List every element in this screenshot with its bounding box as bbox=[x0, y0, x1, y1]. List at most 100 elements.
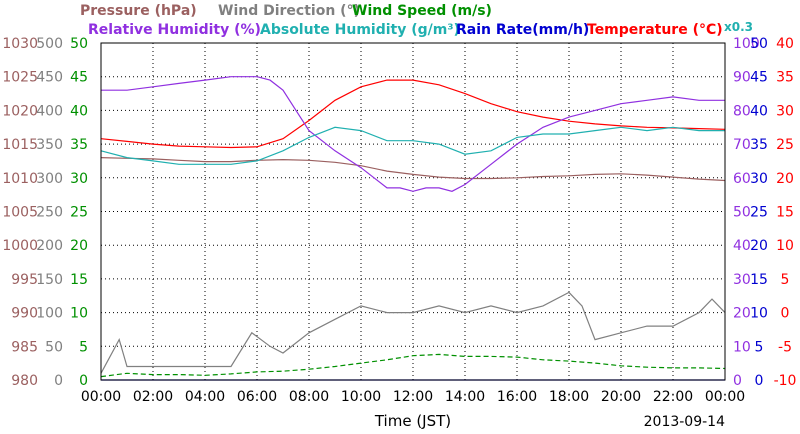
wind_dir-tick-label: 50 bbox=[45, 339, 63, 355]
wind_speed-tick-label: 15 bbox=[70, 272, 88, 288]
pressure-tick-label: 985 bbox=[11, 339, 38, 355]
chart-axes: 1030102510201015101010051000995990985980… bbox=[2, 36, 796, 405]
rain-tick-label: 25 bbox=[750, 205, 768, 221]
rh-tick-label: 50 bbox=[733, 205, 751, 221]
x-tick-label: 08:00 bbox=[289, 389, 329, 405]
pressure-series-line bbox=[100, 157, 726, 182]
rain-tick-label: 5 bbox=[755, 339, 764, 355]
ah-legend-label: Absolute Humidity (g/m³) bbox=[260, 22, 460, 38]
wind_dir-tick-label: 300 bbox=[36, 171, 63, 187]
x-tick-label: 00:00 bbox=[81, 389, 121, 405]
wind_dir-tick-label: 0 bbox=[54, 373, 63, 389]
rain-tick-label: 40 bbox=[750, 103, 768, 119]
rain-tick-label: 35 bbox=[750, 137, 768, 153]
pressure-tick-label: 990 bbox=[11, 306, 38, 322]
wind_speed-legend-label: Wind Speed (m/s) bbox=[352, 3, 492, 19]
x-tick-label: 14:00 bbox=[445, 389, 485, 405]
wind_dir-tick-label: 100 bbox=[36, 306, 63, 322]
temp-tick-label: 35 bbox=[776, 70, 794, 86]
x-tick-label: 20:00 bbox=[601, 389, 641, 405]
x-tick-label: 22:00 bbox=[653, 389, 693, 405]
rh-tick-label: 90 bbox=[733, 70, 751, 86]
pressure-tick-label: 1025 bbox=[2, 70, 38, 86]
wind_speed-tick-label: 20 bbox=[70, 238, 88, 254]
pressure-tick-label: 980 bbox=[11, 373, 38, 389]
wind_dir-legend-label: Wind Direction (°) bbox=[218, 3, 360, 19]
rain-tick-label: 0 bbox=[755, 373, 764, 389]
wind_speed-tick-label: 50 bbox=[70, 36, 88, 52]
wind_dir-tick-label: 200 bbox=[36, 238, 63, 254]
wind_dir-tick-label: 250 bbox=[36, 205, 63, 221]
pressure-legend-label: Pressure (hPa) bbox=[80, 3, 197, 19]
temp-legend-label: Temperature (°C) bbox=[587, 22, 723, 38]
wind_speed-tick-label: 30 bbox=[70, 171, 88, 187]
rh-tick-label: 100 bbox=[733, 36, 760, 52]
wind_speed-tick-label: 35 bbox=[70, 137, 88, 153]
pressure-tick-label: 1010 bbox=[2, 171, 38, 187]
rh-tick-label: 0 bbox=[733, 373, 742, 389]
wind_speed-tick-label: 45 bbox=[70, 70, 88, 86]
rh-tick-label: 80 bbox=[733, 103, 751, 119]
wind_dir-tick-label: 350 bbox=[36, 137, 63, 153]
wind_speed-tick-label: 0 bbox=[79, 373, 88, 389]
ah-scale-note: x0.3 bbox=[724, 20, 753, 34]
x-tick-label: 16:00 bbox=[497, 389, 537, 405]
rain-tick-label: 15 bbox=[750, 272, 768, 288]
rain-tick-label: 20 bbox=[750, 238, 768, 254]
wind_speed-tick-label: 5 bbox=[79, 339, 88, 355]
rain-tick-label: 10 bbox=[750, 306, 768, 322]
temp-tick-label: 0 bbox=[781, 306, 790, 322]
rh-tick-label: 30 bbox=[733, 272, 751, 288]
wind_speed-tick-label: 25 bbox=[70, 205, 88, 221]
rh-tick-label: 60 bbox=[733, 171, 751, 187]
rain-tick-label: 45 bbox=[750, 70, 768, 86]
temp-tick-label: 40 bbox=[776, 36, 794, 52]
rh-tick-label: 10 bbox=[733, 339, 751, 355]
ah-series-line bbox=[100, 126, 725, 165]
wind_dir-tick-label: 150 bbox=[36, 272, 63, 288]
pressure-tick-label: 1005 bbox=[2, 205, 38, 221]
rain-tick-label: 30 bbox=[750, 171, 768, 187]
rh-legend-label: Relative Humidity (%) bbox=[88, 22, 261, 38]
temp-tick-label: -10 bbox=[774, 373, 797, 389]
date-label: 2013-09-14 bbox=[644, 414, 725, 430]
rh-series-line bbox=[101, 76, 725, 192]
x-tick-label: 02:00 bbox=[133, 389, 173, 405]
x-axis-title: Time (JST) bbox=[374, 412, 451, 430]
plot-frame bbox=[100, 42, 726, 381]
temp-tick-label: 25 bbox=[776, 137, 794, 153]
rain-legend-label: Rain Rate(mm/h) bbox=[456, 22, 589, 38]
wind_dir-tick-label: 400 bbox=[36, 103, 63, 119]
rh-tick-label: 40 bbox=[733, 238, 751, 254]
x-tick-label: 04:00 bbox=[185, 389, 225, 405]
wind_speed-tick-label: 40 bbox=[70, 103, 88, 119]
wind_dir-tick-label: 500 bbox=[36, 36, 63, 52]
chart-grid bbox=[101, 43, 725, 380]
x-tick-label: 12:00 bbox=[393, 389, 433, 405]
pressure-tick-label: 995 bbox=[11, 272, 38, 288]
x-tick-label: 00:00 bbox=[705, 389, 745, 405]
rh-tick-label: 20 bbox=[733, 306, 751, 322]
chart-series bbox=[100, 76, 726, 381]
temp-tick-label: 20 bbox=[776, 171, 794, 187]
x-tick-label: 06:00 bbox=[237, 389, 277, 405]
x-tick-label: 18:00 bbox=[549, 389, 589, 405]
pressure-tick-label: 1020 bbox=[2, 103, 38, 119]
wind_speed-tick-label: 10 bbox=[70, 306, 88, 322]
temp-tick-label: -5 bbox=[778, 339, 792, 355]
temp-tick-label: 10 bbox=[776, 238, 794, 254]
chart-legend: Pressure (hPa) Wind Direction (°)Wind Spe… bbox=[80, 3, 753, 38]
temp-series-line bbox=[100, 79, 726, 149]
wind_dir-series-line bbox=[100, 291, 726, 374]
pressure-tick-label: 1030 bbox=[2, 36, 38, 52]
rain-tick-label: 50 bbox=[750, 36, 768, 52]
pressure-tick-label: 1000 bbox=[2, 238, 38, 254]
temp-tick-label: 15 bbox=[776, 205, 794, 221]
temp-tick-label: 5 bbox=[781, 272, 790, 288]
wind_dir-tick-label: 450 bbox=[36, 70, 63, 86]
temp-tick-label: 30 bbox=[776, 103, 794, 119]
x-tick-label: 10:00 bbox=[341, 389, 381, 405]
rh-tick-label: 70 bbox=[733, 137, 751, 153]
pressure-tick-label: 1015 bbox=[2, 137, 38, 153]
